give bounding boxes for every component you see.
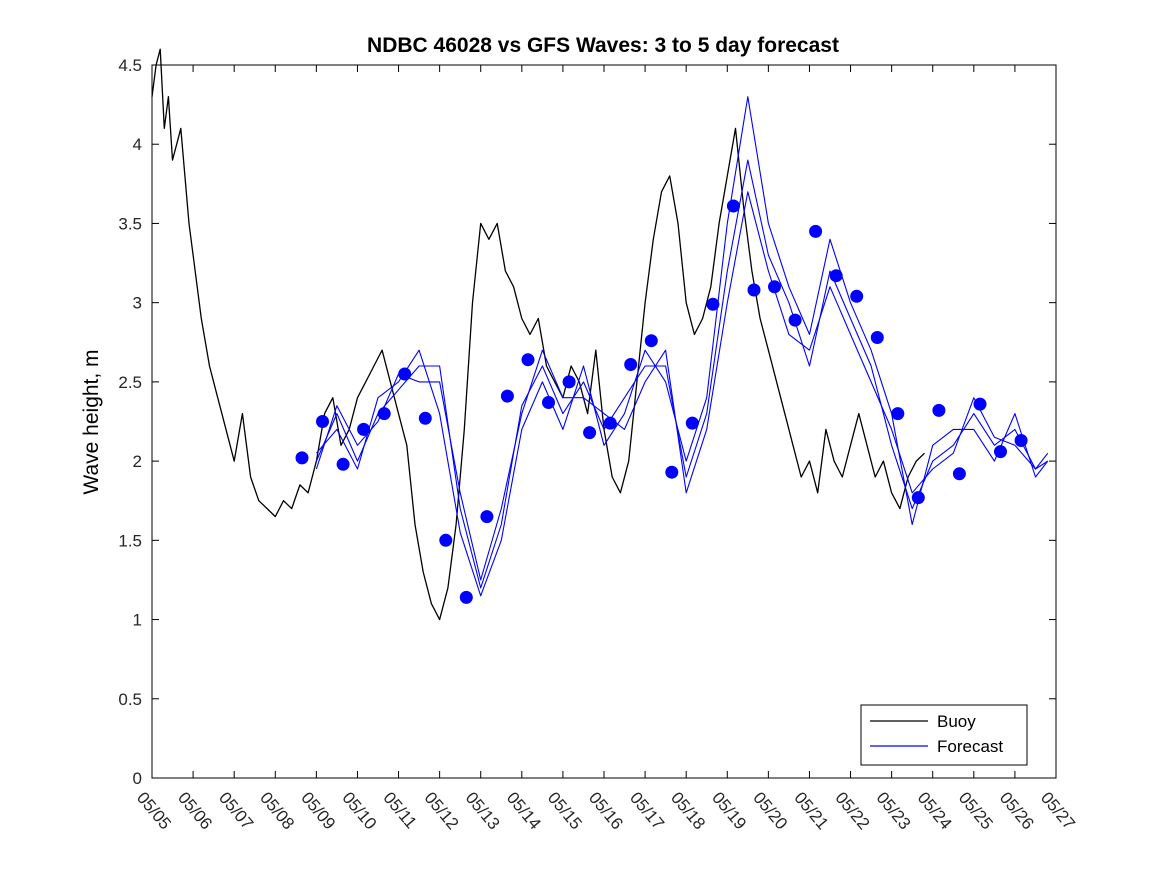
forecast-point <box>768 280 781 294</box>
forecast-point <box>603 416 617 430</box>
forecast-point <box>747 283 761 297</box>
series-line-forecast-3 <box>315 191 1049 581</box>
forecast-point <box>418 411 432 425</box>
forecast-point <box>480 510 494 524</box>
y-tick-label: 4.5 <box>118 56 142 75</box>
forecast-point <box>891 407 905 421</box>
forecast-point <box>583 426 597 440</box>
forecast-point <box>398 367 412 381</box>
forecast-point <box>911 491 925 505</box>
y-axis: 0 0.5 1 1.5 2 2.5 3 3.5 4 4.5 <box>118 56 1056 788</box>
series-layer <box>151 48 1049 621</box>
forecast-point <box>377 407 391 421</box>
forecast-point <box>829 269 843 283</box>
forecast-point <box>624 358 638 371</box>
series-line-forecast-2 <box>315 96 1049 597</box>
forecast-point <box>726 199 740 213</box>
forecast-point <box>295 451 309 465</box>
y-tick-label: 1.5 <box>118 531 142 550</box>
y-tick-label: 0.5 <box>118 690 142 709</box>
forecast-point <box>459 590 473 604</box>
forecast-point <box>562 375 576 389</box>
chart-title: NDBC 46028 vs GFS Waves: 3 to 5 day fore… <box>367 34 839 57</box>
legend-box <box>860 704 1028 766</box>
marker-layer <box>295 199 1028 604</box>
forecast-point <box>685 416 699 430</box>
forecast-point <box>521 353 535 367</box>
forecast-point <box>994 445 1007 459</box>
y-tick-label: 3 <box>133 294 142 313</box>
forecast-point <box>870 331 884 344</box>
y-tick-label: 2.5 <box>118 373 142 392</box>
forecast-point <box>500 389 514 403</box>
legend: Buoy Forecast <box>860 704 1028 766</box>
series-line-buoy <box>151 48 925 621</box>
y-tick-label: 1 <box>133 611 142 630</box>
forecast-point <box>706 297 720 311</box>
y-axis-label: Wave height, m <box>80 349 103 494</box>
y-tick-label: 2 <box>133 452 142 471</box>
y-tick-label: 0 <box>133 769 142 788</box>
forecast-point <box>542 396 555 409</box>
forecast-point <box>1014 434 1028 447</box>
forecast-point <box>316 415 329 428</box>
legend-label-buoy: Buoy <box>937 712 976 731</box>
legend-label-forecast: Forecast <box>937 737 1003 756</box>
y-tick-label: 3.5 <box>118 214 142 233</box>
forecast-point <box>788 313 802 327</box>
forecast-point <box>952 467 966 481</box>
forecast-point <box>357 422 371 436</box>
forecast-point <box>665 465 679 479</box>
forecast-point <box>973 397 987 411</box>
forecast-point <box>336 457 350 471</box>
forecast-point <box>850 289 864 303</box>
series-line-forecast-1 <box>315 159 1049 589</box>
y-tick-label: 4 <box>133 135 142 154</box>
forecast-point <box>439 533 453 547</box>
forecast-point <box>809 224 823 238</box>
forecast-point <box>644 334 658 348</box>
forecast-point <box>932 403 946 417</box>
